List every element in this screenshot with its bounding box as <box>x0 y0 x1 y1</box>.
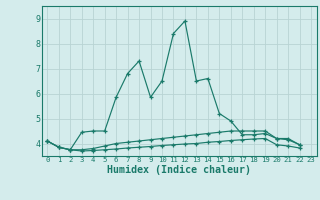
X-axis label: Humidex (Indice chaleur): Humidex (Indice chaleur) <box>107 165 251 175</box>
